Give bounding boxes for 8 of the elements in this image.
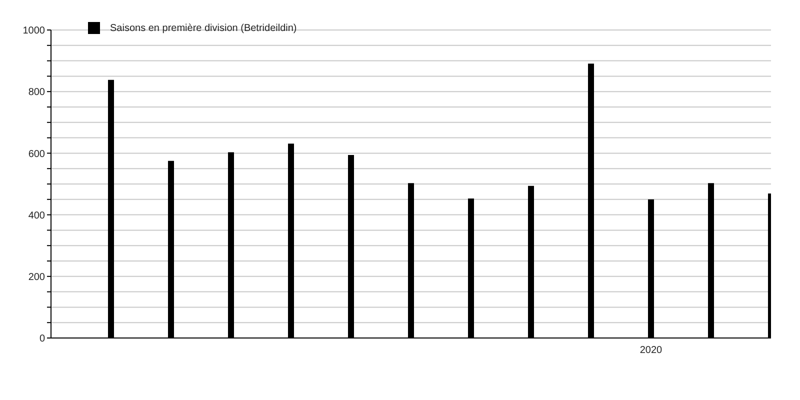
legend-label: Saisons en première division (Betrideildin) bbox=[110, 22, 297, 34]
y-tick-label: 600 bbox=[28, 148, 46, 160]
y-tick-label: 400 bbox=[28, 210, 46, 222]
y-tick-label: 800 bbox=[28, 87, 46, 98]
y-tick-label: 200 bbox=[28, 272, 46, 283]
y-tick-label: 0 bbox=[39, 334, 46, 345]
x-tick-label: 2020 bbox=[640, 345, 663, 356]
y-tick-label: 1000 bbox=[22, 26, 46, 37]
